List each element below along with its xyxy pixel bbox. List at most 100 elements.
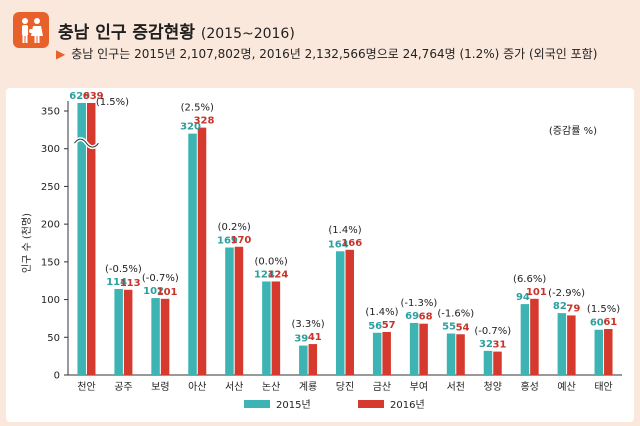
- summary-line: ▶ 충남 인구는 2015년 2,107,802명, 2016년 2,132,56…: [56, 45, 597, 62]
- y-axis-label: 인구 수 (천명): [21, 213, 33, 273]
- bar-2016: [382, 332, 391, 375]
- category-label: 서산: [225, 381, 243, 393]
- change-label: (0.2%): [218, 222, 251, 233]
- bar-2015: [594, 329, 604, 375]
- change-label: (-0.5%): [105, 264, 142, 275]
- bar-2016: [160, 298, 170, 375]
- value-label-2015: 32: [479, 339, 493, 350]
- category-label: 부여: [410, 381, 428, 393]
- value-label-2015: 69: [405, 311, 419, 322]
- change-label: (1.5%): [96, 97, 129, 108]
- change-label: (1.5%): [587, 304, 620, 315]
- bar-2015: [409, 322, 419, 375]
- bar-2016: [345, 249, 354, 375]
- category-label: 보령: [151, 381, 169, 393]
- chart-card: 인구 수 (천명) 0 50 100 150 200 250 300 350 (증감률 %) 629…: [6, 88, 634, 422]
- change-label: (1.4%): [328, 225, 361, 236]
- value-label-2016: 68: [419, 312, 433, 323]
- bar-2015: [77, 103, 86, 375]
- y-tick-label: 0: [54, 371, 60, 382]
- bar-2016: [308, 344, 318, 375]
- category-label: 금산: [373, 381, 391, 393]
- y-tick-label: 250: [41, 182, 60, 193]
- y-tick-label: 100: [41, 295, 60, 306]
- triangle-bullet-icon: ▶: [56, 47, 66, 61]
- value-label-2016: 113: [120, 278, 141, 289]
- value-label-2016: 54: [456, 322, 470, 333]
- y-tick-label: 50: [47, 333, 60, 344]
- category-label: 논산: [262, 381, 280, 393]
- bar-2016: [234, 246, 244, 375]
- value-label-2015: 82: [553, 301, 567, 312]
- change-label: (6.6%): [513, 274, 546, 285]
- value-label-2015: 114: [106, 277, 127, 288]
- bar-2015: [446, 333, 456, 375]
- header: 충남 인구 증감현황 (2015~2016) ▶ 충남 인구는 2015년 2,1…: [0, 0, 640, 61]
- value-label-2015: 60: [590, 318, 604, 329]
- category-label: 계룡: [299, 381, 317, 393]
- change-label: (1.4%): [365, 307, 398, 318]
- category-label: 공주: [114, 381, 132, 393]
- value-label-2016: 101: [157, 287, 178, 298]
- value-label-2016: 57: [382, 320, 396, 331]
- bar-2015: [336, 251, 345, 375]
- bar-2016: [604, 328, 613, 375]
- bar-2016: [530, 298, 539, 375]
- change-label: (3.3%): [291, 319, 324, 330]
- value-label-2016: 41: [308, 332, 322, 343]
- value-label-2016: 166: [341, 238, 362, 249]
- bar-2016: [197, 127, 207, 375]
- y-tick-label: 350: [41, 107, 60, 118]
- bar-2015: [114, 289, 123, 375]
- bar-chart: 인구 수 (천명) 0 50 100 150 200 250 300 350 (증감률 %) 629…: [21, 91, 622, 411]
- value-label-2015: 94: [516, 292, 530, 303]
- title-years: (2015~2016): [200, 26, 295, 42]
- bar-2016: [123, 289, 133, 375]
- category-label: 홍성: [520, 380, 538, 393]
- y-tick-label: 150: [41, 257, 60, 268]
- bar-2015: [483, 350, 493, 375]
- change-label: (-1.6%): [437, 309, 474, 320]
- legend-swatch-2015: [244, 400, 270, 408]
- bar-2016: [456, 334, 465, 375]
- bar-2015: [520, 304, 530, 375]
- value-label-2016: 31: [493, 340, 507, 351]
- change-label: (-0.7%): [474, 326, 511, 337]
- value-label-2016: 124: [267, 269, 288, 280]
- bar-2015: [299, 345, 308, 375]
- value-label-2015: 39: [294, 334, 308, 345]
- value-label-2015: 55: [442, 322, 456, 333]
- change-label: (-2.9%): [548, 288, 585, 299]
- change-label: (-1.3%): [400, 298, 437, 309]
- category-label: 태안: [594, 381, 612, 393]
- page-title: 충남 인구 증감현황 (2015~2016): [58, 18, 295, 43]
- change-label: (-0.7%): [142, 273, 179, 284]
- bar-2016: [271, 281, 281, 375]
- legend-swatch-2016: [358, 400, 384, 408]
- category-label: 당진: [336, 381, 354, 393]
- bar-2015: [557, 313, 567, 375]
- axis-break-line: [74, 138, 99, 148]
- bar-2015: [188, 133, 197, 375]
- category-label: 아산: [188, 381, 206, 393]
- bar-2015: [225, 247, 234, 375]
- bar-2015: [372, 332, 382, 375]
- value-label-2016: 101: [526, 287, 547, 298]
- bar-2016: [419, 323, 428, 375]
- value-label-2015: 124: [254, 269, 275, 280]
- unit-note: (증감률 %): [549, 125, 597, 137]
- value-label-2015: 629: [69, 91, 90, 102]
- y-tick-label: 300: [41, 144, 60, 155]
- family-icon: [13, 12, 49, 48]
- value-label-2016: 639: [83, 91, 104, 102]
- value-label-2015: 102: [143, 286, 164, 297]
- category-label: 청양: [484, 381, 502, 393]
- value-label-2016: 328: [194, 116, 215, 127]
- title-main: 충남 인구 증감현황: [58, 23, 195, 43]
- change-label: (0.0%): [255, 256, 288, 267]
- legend-label-2016: 2016년: [390, 399, 425, 411]
- value-label-2015: 320: [180, 122, 201, 133]
- value-label-2015: 169: [217, 236, 238, 247]
- category-label: 서천: [447, 381, 465, 393]
